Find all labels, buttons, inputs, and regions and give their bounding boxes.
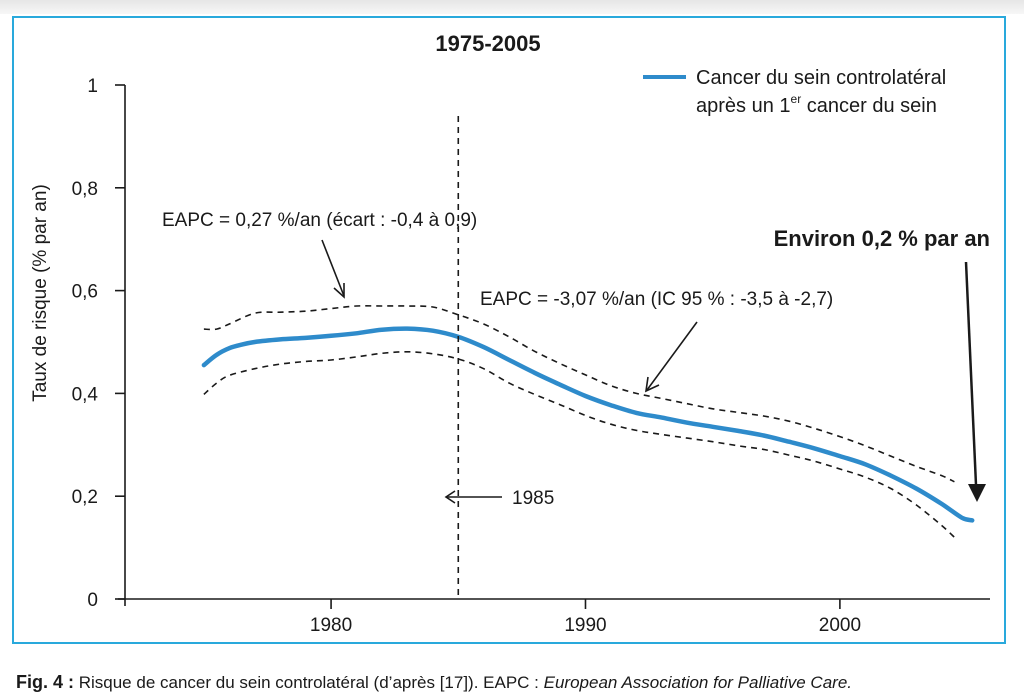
lower-confidence-line (203, 350, 955, 538)
eapc-2-arrow (646, 321, 698, 391)
caption-italic: European Association for Palliative Care… (543, 673, 852, 692)
annotation-environ: Environ 0,2 % par an (774, 226, 990, 251)
y-tick-label: 0,8 (72, 179, 98, 200)
legend-line2-prefix: après un 1 (696, 95, 791, 117)
legend-line2-suffix: cancer du sein (801, 95, 937, 117)
reference-line-label: 1985 (512, 488, 554, 509)
caption-text: Risque de cancer du sein controlatéral (… (74, 673, 544, 692)
x-tick-label: 1990 (564, 615, 606, 636)
caption-label: Fig. 4 : (16, 672, 74, 692)
eapc-1-arrowhead (333, 283, 345, 299)
upper-confidence-line (203, 305, 955, 483)
x-tick-label: 1980 (310, 615, 352, 636)
y-tick-label: 0,2 (72, 487, 98, 508)
x-tick-label: 2000 (819, 615, 861, 636)
environ-arrow (964, 261, 978, 486)
y-tick-label: 0,6 (72, 282, 98, 303)
chart-title: 1975-2005 (435, 31, 540, 56)
risk-rate-line (201, 326, 975, 523)
annotation-eapc-2: EAPC = -3,07 %/an (IC 95 % : -3,5 à -2,7… (480, 289, 833, 310)
environ-arrowhead (968, 484, 986, 502)
ref-label-arrowhead (444, 490, 456, 504)
annotation-eapc-1: EAPC = 0,27 %/an (écart : -0,4 à 0,9) (162, 210, 477, 231)
figure-frame (12, 16, 1006, 644)
y-tick-label: 0,4 (72, 384, 99, 405)
y-tick-label: 0 (87, 590, 98, 611)
eapc-2-arrowhead (645, 376, 660, 393)
legend-label-line1: Cancer du sein controlatéral (696, 67, 946, 89)
legend-label-line2: après un 1er cancer du sein (696, 92, 937, 117)
eapc-1-arrow (321, 239, 345, 297)
legend-line2-superscript: er (791, 92, 802, 106)
y-tick-label: 1 (87, 76, 98, 97)
top-band (0, 0, 1024, 14)
figure-caption: Fig. 4 : Risque de cancer du sein contro… (16, 672, 1016, 693)
y-axis-label: Taux de risque (% par an) (30, 184, 51, 402)
